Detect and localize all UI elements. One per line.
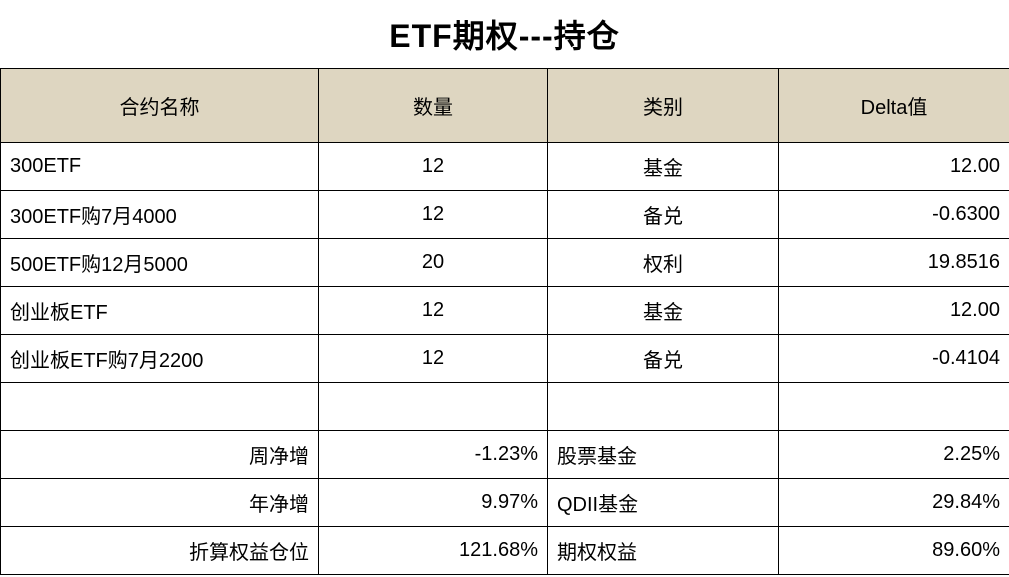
table-row: 300ETF购7月4000 12 备兑 -0.6300 (0, 190, 1009, 239)
cell-quantity[interactable]: 20 (318, 238, 548, 287)
summary-category-value[interactable]: 2.25% (778, 430, 1009, 479)
summary-category[interactable]: QDII基金 (547, 478, 779, 527)
cell-quantity[interactable]: 12 (318, 286, 548, 335)
header-delta[interactable]: Delta值 (778, 68, 1009, 143)
summary-row: 折算权益仓位 121.68% 期权权益 89.60% (0, 526, 1009, 575)
cell-contract-name[interactable]: 300ETF (0, 142, 319, 191)
cell-category[interactable]: 权利 (547, 238, 779, 287)
cell-contract-name[interactable]: 300ETF购7月4000 (0, 190, 319, 239)
table-row: 创业板ETF 12 基金 12.00 (0, 286, 1009, 335)
summary-value[interactable]: -1.23% (318, 430, 548, 479)
cell-delta[interactable]: 12.00 (778, 286, 1009, 335)
header-quantity[interactable]: 数量 (318, 68, 548, 143)
title-bar: ETF期权---持仓 (0, 0, 1009, 68)
header-category[interactable]: 类别 (547, 68, 779, 143)
cell-delta[interactable]: 12.00 (778, 142, 1009, 191)
summary-category[interactable]: 期权权益 (547, 526, 779, 575)
page-title: ETF期权---持仓 (389, 18, 620, 54)
empty-cell[interactable] (778, 382, 1009, 431)
cell-quantity[interactable]: 12 (318, 142, 548, 191)
cell-contract-name[interactable]: 创业板ETF购7月2200 (0, 334, 319, 383)
empty-cell[interactable] (547, 382, 779, 431)
table-row: 创业板ETF购7月2200 12 备兑 -0.4104 (0, 334, 1009, 383)
summary-category[interactable]: 股票基金 (547, 430, 779, 479)
summary-label[interactable]: 年净增 (0, 478, 319, 527)
cell-category[interactable]: 备兑 (547, 190, 779, 239)
summary-label[interactable]: 周净增 (0, 430, 319, 479)
cell-quantity[interactable]: 12 (318, 334, 548, 383)
empty-cell[interactable] (318, 382, 548, 431)
cell-delta[interactable]: 19.8516 (778, 238, 1009, 287)
empty-row (0, 382, 1009, 431)
holdings-table: 合约名称 数量 类别 Delta值 300ETF 12 基金 12.00 300… (0, 68, 1009, 575)
cell-quantity[interactable]: 12 (318, 190, 548, 239)
cell-category[interactable]: 备兑 (547, 334, 779, 383)
summary-label[interactable]: 折算权益仓位 (0, 526, 319, 575)
cell-delta[interactable]: -0.6300 (778, 190, 1009, 239)
empty-cell[interactable] (0, 382, 319, 431)
table-row: 300ETF 12 基金 12.00 (0, 142, 1009, 191)
cell-contract-name[interactable]: 创业板ETF (0, 286, 319, 335)
summary-value[interactable]: 9.97% (318, 478, 548, 527)
header-row: 合约名称 数量 类别 Delta值 (0, 68, 1009, 143)
cell-delta[interactable]: -0.4104 (778, 334, 1009, 383)
cell-category[interactable]: 基金 (547, 286, 779, 335)
cell-contract-name[interactable]: 500ETF购12月5000 (0, 238, 319, 287)
summary-row: 周净增 -1.23% 股票基金 2.25% (0, 430, 1009, 479)
summary-category-value[interactable]: 29.84% (778, 478, 1009, 527)
summary-value[interactable]: 121.68% (318, 526, 548, 575)
cell-category[interactable]: 基金 (547, 142, 779, 191)
header-contract-name[interactable]: 合约名称 (0, 68, 319, 143)
summary-row: 年净增 9.97% QDII基金 29.84% (0, 478, 1009, 527)
summary-category-value[interactable]: 89.60% (778, 526, 1009, 575)
table-row: 500ETF购12月5000 20 权利 19.8516 (0, 238, 1009, 287)
